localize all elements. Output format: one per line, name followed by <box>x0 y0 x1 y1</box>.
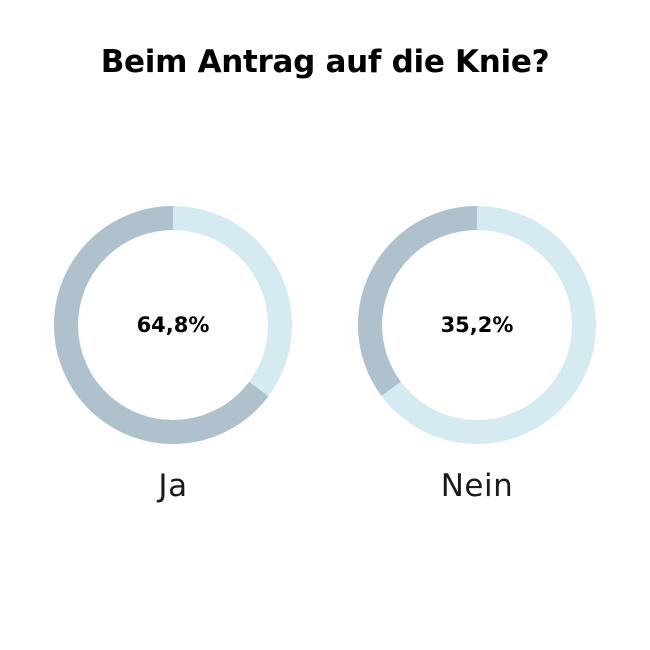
donut-slice-nein-value <box>358 206 596 444</box>
donut-center-label-nein: 35,2% <box>440 313 514 337</box>
category-label-ja: Ja <box>158 468 188 504</box>
donut-center-label-ja: 64,8% <box>136 313 210 337</box>
donut-chart-ja: 64,8% <box>53 205 293 445</box>
donut-chart-nein: 35,2% <box>357 205 597 445</box>
donut-svg-ja <box>54 206 292 444</box>
donut-svg-nein <box>358 206 596 444</box>
donut-slice-ja-value <box>54 206 292 444</box>
chart-title: Beim Antrag auf die Knie? <box>100 44 550 80</box>
category-label-nein: Nein <box>440 468 514 504</box>
